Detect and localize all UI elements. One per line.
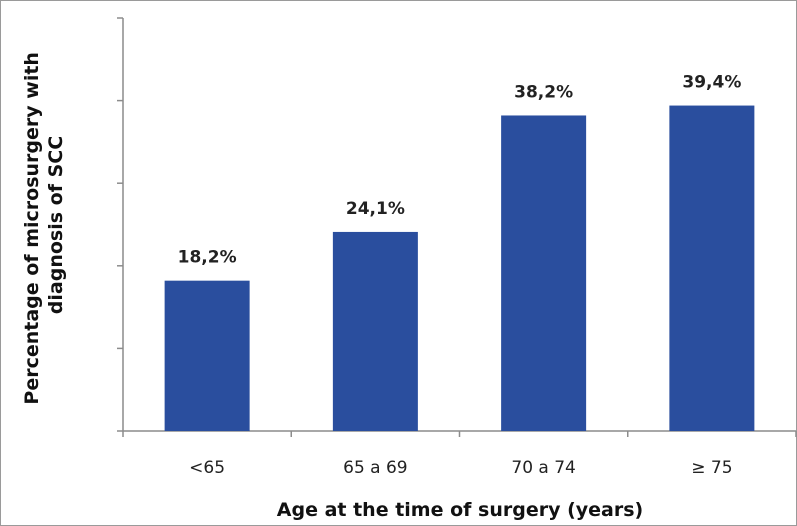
- data-label: 24,1%: [346, 199, 405, 219]
- chart-labels: 18,2% <65 24,1% 65 a 69 38,2% 70 a 74 39,4% ≥ 7…: [178, 73, 742, 478]
- y-axis-title: Percentage of microsurgery with diagnosi…: [21, 45, 67, 404]
- chart-bars: [164, 105, 755, 431]
- data-label: 18,2%: [178, 248, 237, 268]
- x-axis-title: Age at the time of surgery (years): [277, 499, 643, 521]
- data-label: 39,4%: [682, 73, 741, 93]
- bar: [669, 105, 755, 431]
- data-label: 38,2%: [514, 82, 573, 102]
- y-axis-title-line-2: diagnosis of SCC: [45, 136, 67, 314]
- y-axis-title-line-1: Percentage of microsurgery with: [21, 52, 43, 405]
- x-tick-label: 70 a 74: [511, 458, 576, 478]
- x-tick-label: 65 a 69: [343, 458, 408, 478]
- bar: [332, 231, 418, 431]
- x-tick-label: ≥ 75: [691, 458, 732, 478]
- bar: [164, 280, 250, 431]
- bar: [501, 115, 587, 431]
- x-tick-label: <65: [189, 458, 225, 478]
